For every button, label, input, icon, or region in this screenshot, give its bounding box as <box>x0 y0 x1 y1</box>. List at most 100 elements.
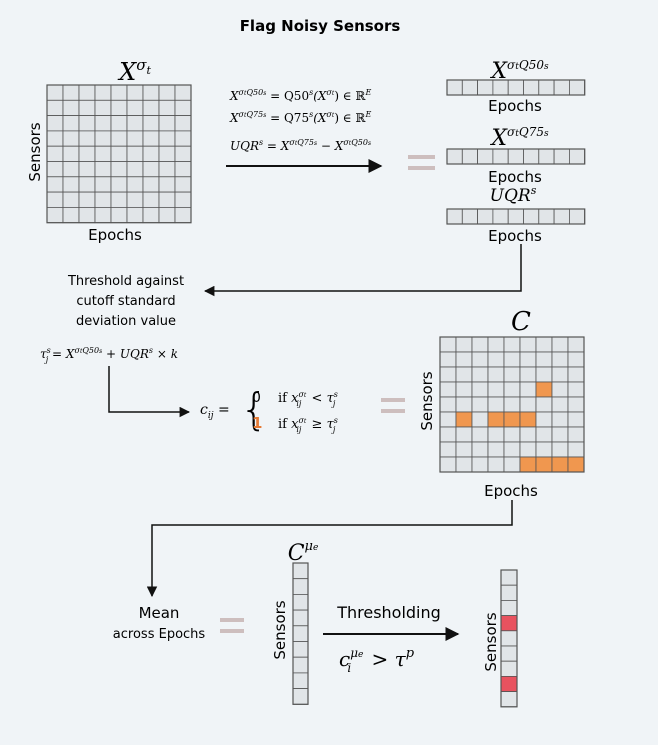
c-matrix-cell <box>567 381 585 398</box>
input-matrix-cell <box>62 99 80 117</box>
input-matrix-cell <box>158 161 176 178</box>
c-matrix-cell <box>471 381 489 398</box>
input-matrix-cell <box>142 130 160 147</box>
c-matrix-cell-flagged <box>567 456 585 473</box>
c-matrix-cell <box>551 381 569 398</box>
c-matrix-cell-flagged <box>535 456 553 473</box>
c-matrix-cell <box>551 366 569 383</box>
c-matrix-cell <box>439 396 457 413</box>
connector-cij-arrow <box>108 366 191 418</box>
mean-vector-cell <box>292 625 309 642</box>
vector-q75-cell <box>461 148 478 165</box>
input-matrix-cell <box>110 191 128 208</box>
c-matrix-cell <box>471 441 489 458</box>
c-matrix-cell-flagged <box>519 456 537 473</box>
mean-vector-cell <box>292 594 309 611</box>
input-matrix-cell <box>110 84 128 101</box>
result-vector-cell <box>500 584 518 601</box>
case-0-condition: if xσt ij < τs j <box>278 390 338 408</box>
c-matrix-cell <box>503 441 521 458</box>
c-matrix-cell <box>519 351 537 368</box>
c-matrix-cell <box>471 351 489 368</box>
c-matrix-cell <box>503 336 521 353</box>
input-matrix-cell <box>78 161 96 178</box>
input-matrix-cell <box>78 115 96 132</box>
vector-uqr-grid <box>446 208 586 225</box>
input-matrix-cell <box>62 115 80 132</box>
result-vector-cell-flagged <box>500 615 518 632</box>
thresholding-formula: cμe i > τp <box>339 646 415 675</box>
input-matrix-cell <box>46 206 64 224</box>
vector-q75-cell <box>538 148 555 165</box>
c-matrix-cell-border <box>439 336 585 473</box>
c-matrix-cell <box>503 381 521 398</box>
vector-q50-cell <box>553 79 570 96</box>
page-title: Flag Noisy Sensors <box>240 17 401 35</box>
threshold-text-line-1: Threshold against <box>67 274 184 289</box>
vector-q50-x-label: Epochs <box>488 97 542 115</box>
result-vector-cell <box>500 600 518 617</box>
input-matrix-cell <box>94 176 112 193</box>
vector-uqr-cell-border <box>446 208 586 225</box>
tau-formula: τs j = XσtQ50s + UQRs × k <box>40 346 178 364</box>
vector-uqr-cell <box>553 208 570 225</box>
c-matrix-x-label: Epochs <box>484 482 538 500</box>
input-matrix-cell <box>174 176 192 193</box>
result-vector-grid <box>500 569 518 708</box>
c-matrix-cell <box>455 336 473 353</box>
input-matrix-cell <box>174 191 192 208</box>
result-vector-cell <box>500 660 518 677</box>
c-matrix-cell-flagged <box>535 381 553 398</box>
vector-uqr-cell <box>492 208 509 225</box>
c-matrix-cell <box>471 366 489 383</box>
c-matrix-cell-flagged <box>551 456 569 473</box>
vector-q75-x-label: Epochs <box>488 168 542 186</box>
c-matrix-y-label: Sensors <box>418 371 436 430</box>
input-matrix-cell <box>46 99 64 117</box>
vector-q75-grid <box>446 148 586 165</box>
c-matrix-cell <box>439 366 457 383</box>
c-matrix-grid <box>439 336 585 473</box>
equals-sign-bottom <box>220 618 244 633</box>
input-matrix-cell <box>78 206 96 224</box>
result-vector-cell <box>500 691 518 708</box>
input-matrix-cell <box>142 99 160 117</box>
input-matrix-cell <box>78 176 96 193</box>
vector-uqr-label: UQRs <box>490 184 537 206</box>
input-matrix-cell <box>158 206 176 224</box>
c-matrix-cell <box>535 441 553 458</box>
vector-uqr-cell <box>507 208 524 225</box>
input-matrix-cell <box>110 115 128 132</box>
c-matrix-cell <box>535 336 553 353</box>
vector-uqr-x-label: Epochs <box>488 227 542 245</box>
input-matrix-cell <box>174 206 192 224</box>
c-matrix-cell-flagged <box>455 411 473 428</box>
c-matrix-cell <box>519 336 537 353</box>
c-matrix-cell <box>439 336 457 353</box>
c-matrix-cell <box>471 411 489 428</box>
vector-q50-cell <box>477 79 494 96</box>
c-matrix-label: C <box>511 307 531 337</box>
c-matrix-cell <box>535 426 553 443</box>
input-matrix-cell <box>78 84 96 101</box>
c-matrix-cell <box>535 351 553 368</box>
vector-q75-cell <box>492 148 509 165</box>
vector-uqr-cell <box>538 208 555 225</box>
result-vector-cell-border <box>500 569 518 708</box>
input-matrix-cell <box>94 84 112 101</box>
vector-q50-cell <box>538 79 555 96</box>
vector-q75-label: XσtQ75s <box>489 125 549 151</box>
input-matrix-cell <box>78 130 96 147</box>
vector-q50-cell <box>507 79 524 96</box>
input-matrix-cell <box>126 161 144 178</box>
input-matrix-cell <box>126 176 144 193</box>
c-matrix-cell <box>551 426 569 443</box>
input-matrix-label: Xσt <box>117 56 151 86</box>
input-matrix-cell <box>78 145 96 162</box>
c-matrix-cell <box>487 381 505 398</box>
input-matrix-cell <box>142 191 160 208</box>
input-matrix-cell <box>78 99 96 117</box>
c-matrix-cell <box>455 381 473 398</box>
c-matrix-cell <box>487 456 505 473</box>
input-matrix-y-label: Sensors <box>26 122 44 181</box>
